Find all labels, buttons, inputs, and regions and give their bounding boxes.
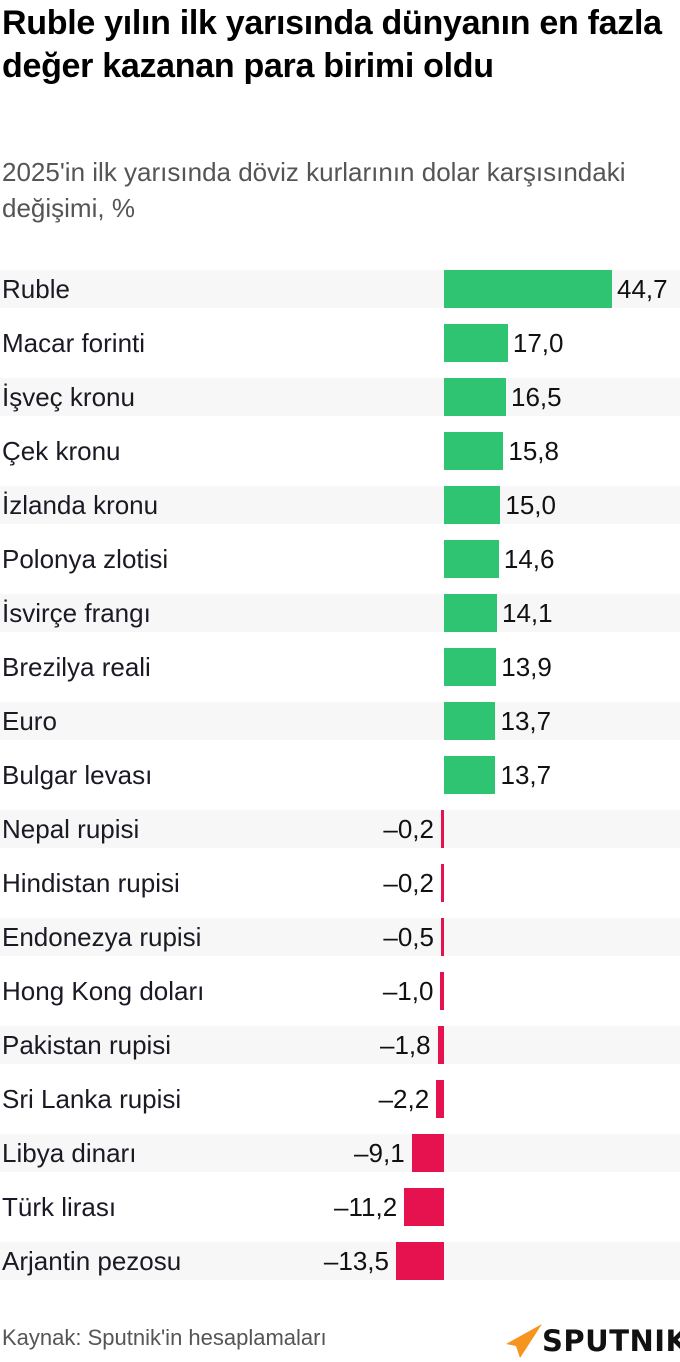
negative-bar [436, 1080, 444, 1118]
negative-bar [437, 1026, 444, 1064]
category-label: İzlanda kronu [2, 490, 159, 520]
chart-row: Hong Kong doları –1,0 [0, 972, 680, 1010]
positive-bar [444, 756, 496, 794]
value-label: 15,0 [505, 490, 556, 520]
logo-text: SPUTNIK [542, 1324, 680, 1358]
negative-bar [441, 918, 444, 956]
category-label: Libya dinarı [2, 1138, 137, 1168]
chart-row: Macar forinti 17,0 [0, 324, 680, 362]
chart-row: Arjantin pezosu –13,5 [0, 1242, 680, 1280]
source-note: Kaynak: Sputnik'in hesaplamaları [2, 1325, 327, 1350]
category-label: Bulgar levası [2, 760, 153, 790]
category-label: Ruble [2, 274, 70, 304]
category-label: Arjantin pezosu [2, 1246, 182, 1276]
positive-bar [444, 540, 499, 578]
value-label: –0,5 [383, 922, 434, 952]
negative-bar [411, 1134, 444, 1172]
value-label: 14,6 [503, 544, 555, 574]
value-label: –2,2 [378, 1084, 430, 1114]
chart-row: Libya dinarı –9,1 [0, 1134, 680, 1172]
category-label: Endonezya rupisi [2, 922, 202, 952]
chart-title: Ruble yılın ilk yarısında dünyanın en fa… [2, 4, 662, 85]
value-label: 44,7 [617, 274, 668, 304]
value-label: –0,2 [383, 814, 434, 844]
positive-bar [444, 594, 497, 632]
category-label: Çek kronu [2, 436, 121, 466]
chart-row: Hindistan rupisi –0,2 [0, 864, 680, 902]
chart-row: Pakistan rupisi –1,8 [0, 1026, 680, 1064]
category-label: İşveç kronu [2, 382, 135, 412]
positive-bar [444, 702, 496, 740]
value-label: –1,8 [380, 1030, 431, 1060]
negative-bar [404, 1188, 444, 1226]
positive-bar [444, 270, 612, 308]
value-label: 14,1 [501, 598, 553, 628]
negative-bar [396, 1242, 444, 1280]
value-label: –11,2 [334, 1192, 398, 1222]
value-label: –9,1 [354, 1138, 405, 1168]
category-label: Türk lirası [2, 1192, 117, 1222]
category-label: Pakistan rupisi [2, 1030, 172, 1060]
positive-bar [444, 648, 497, 686]
sputnik-wing-icon [506, 1324, 542, 1358]
negative-bar [440, 972, 444, 1010]
category-label: Polonya zlotisi [2, 544, 169, 574]
positive-bar [444, 486, 501, 524]
category-label: Brezilya reali [2, 652, 151, 682]
value-label: –13,5 [323, 1246, 389, 1276]
positive-bar [444, 378, 506, 416]
value-label: 13,7 [500, 706, 552, 736]
value-label: 13,9 [501, 652, 552, 682]
sputnik-logo: SPUTNIK [504, 1322, 680, 1358]
category-label: İsvirçe frangı [2, 598, 151, 628]
category-label: Hong Kong doları [2, 976, 205, 1006]
value-label: 16,5 [511, 382, 562, 412]
chart-row: Türk lirası –11,2 [0, 1188, 680, 1226]
category-label: Nepal rupisi [2, 814, 140, 844]
positive-bar [444, 324, 508, 362]
category-label: Sri Lanka rupisi [2, 1084, 182, 1114]
chart-subtitle: 2025'in ilk yarısında döviz kurlarının d… [2, 157, 626, 223]
chart-row: Endonezya rupisi –0,5 [0, 918, 680, 956]
value-label: 15,8 [508, 436, 559, 466]
chart-row: İzlanda kronu 15,0 [0, 486, 680, 524]
negative-bar [441, 810, 444, 848]
chart-row: Çek kronu 15,8 [0, 432, 680, 470]
category-label: Macar forinti [2, 328, 146, 358]
chart-row: İsvirçe frangı 14,1 [0, 594, 680, 632]
value-label: –0,2 [383, 868, 434, 898]
category-label: Hindistan rupisi [2, 868, 180, 898]
value-label: –1,0 [382, 976, 434, 1006]
negative-bar [441, 864, 444, 902]
chart-row: Polonya zlotisi 14,6 [0, 540, 680, 578]
value-label: 13,7 [500, 760, 552, 790]
chart-row: Nepal rupisi –0,2 [0, 810, 680, 848]
chart-row: Ruble 44,7 [0, 270, 680, 308]
positive-bar [444, 432, 504, 470]
chart-row: Sri Lanka rupisi –2,2 [0, 1080, 680, 1118]
chart-row: Euro 13,7 [0, 702, 680, 740]
value-label: 17,0 [512, 328, 564, 358]
chart-row: Bulgar levası 13,7 [0, 756, 680, 794]
chart-row: İşveç kronu 16,5 [0, 378, 680, 416]
category-label: Euro [2, 706, 57, 736]
chart-row: Brezilya reali 13,9 [0, 648, 680, 686]
